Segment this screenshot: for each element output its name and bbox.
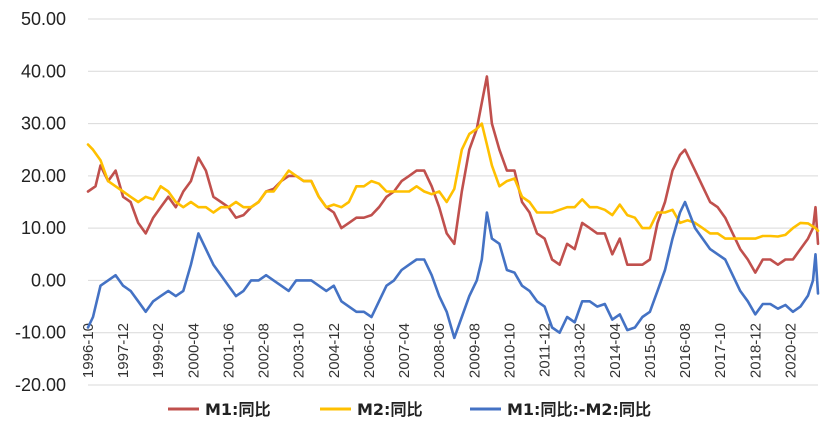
x-tick-label: 2015-06	[642, 323, 659, 378]
y-tick-label: -20.00	[15, 375, 66, 395]
series-line-2	[86, 122, 820, 240]
x-tick-label: 2020-02	[782, 323, 799, 378]
x-tick-label: 2002-08	[256, 323, 273, 378]
x-tick-label: 2014-04	[607, 323, 624, 378]
grid-lines	[88, 18, 818, 386]
x-tick-label: 2013-02	[572, 323, 589, 378]
legend-label: M2:同比	[357, 400, 422, 419]
x-axis-ticks: 1996-10 1997-12 1999-02 2000-04 2001-06 2002-…	[80, 323, 799, 378]
y-tick-label: -10.00	[15, 323, 66, 343]
x-tick-label: 2008-06	[431, 323, 448, 378]
series-line-1	[86, 75, 820, 274]
y-tick-label: 20.00	[21, 166, 66, 186]
x-tick-label: 2006-02	[361, 323, 378, 378]
y-axis-ticks: 50.00 40.00 30.00 20.00 10.00 0.00 -10.00 -20.0…	[15, 9, 66, 395]
legend: M1:同比 M2:同比 M1:同比:-M2:同比	[168, 400, 651, 419]
x-tick-label: 2017-10	[712, 323, 729, 378]
legend-label: M1:同比:-M2:同比	[507, 400, 651, 419]
y-tick-label: 0.00	[31, 270, 66, 290]
series-line-3	[86, 200, 820, 340]
x-tick-label: 1999-02	[150, 323, 167, 378]
x-tick-label: 2000-04	[185, 323, 202, 378]
y-tick-label: 50.00	[21, 9, 66, 29]
x-tick-label: 2003-10	[291, 323, 308, 378]
x-tick-label: 1997-12	[115, 323, 132, 378]
x-tick-label: 2007-04	[396, 323, 413, 378]
x-tick-label: 2010-10	[501, 323, 518, 378]
y-tick-label: 10.00	[21, 218, 66, 238]
y-tick-label: 40.00	[21, 61, 66, 81]
x-tick-label: 2001-06	[220, 323, 237, 378]
x-tick-label: 2011-12	[537, 323, 554, 377]
x-tick-label: 2004-12	[326, 323, 343, 378]
x-tick-label: 1996-10	[80, 323, 97, 378]
x-tick-label: 2009-08	[466, 323, 483, 378]
series-lines	[86, 75, 820, 340]
x-tick-label: 2018-12	[747, 323, 764, 378]
legend-label: M1:同比	[205, 400, 270, 419]
y-tick-label: 30.00	[21, 114, 66, 134]
x-tick-label: 2016-08	[677, 323, 694, 378]
